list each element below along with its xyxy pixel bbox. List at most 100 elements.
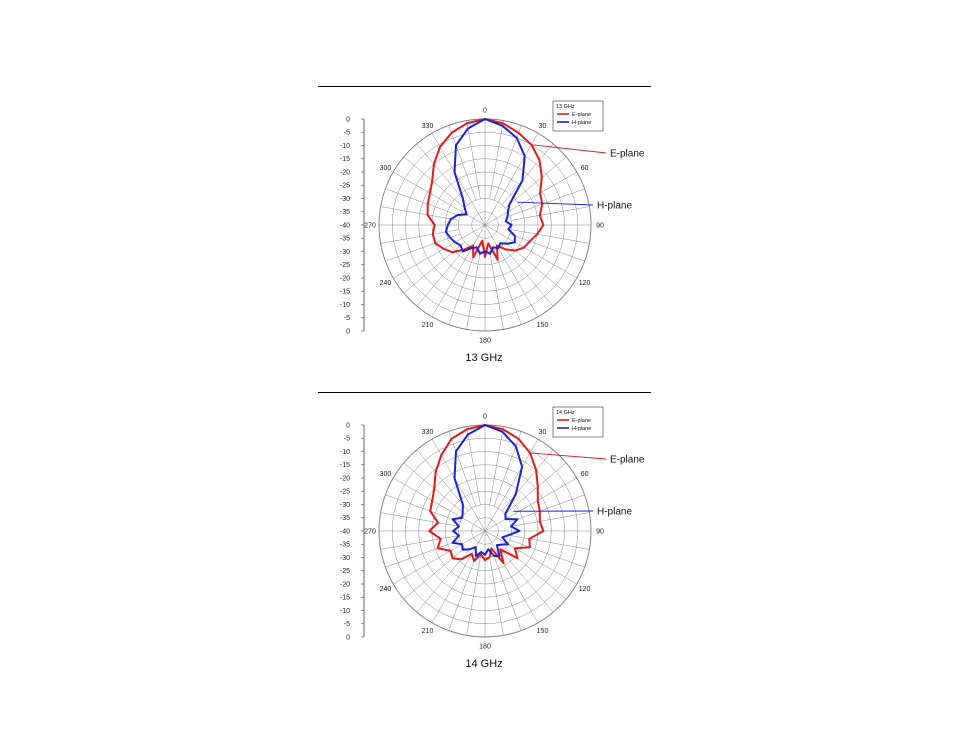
data-point-h-plane (489, 252, 491, 255)
angle-tick-label: 60 (581, 471, 589, 478)
callout-label-e-plane: E-plane (610, 149, 645, 160)
data-point-h-plane (465, 213, 468, 216)
grid-spoke (501, 449, 554, 511)
legend: 14 GHz E-plane H-plane (552, 406, 604, 438)
data-point-e-plane (472, 256, 475, 259)
radial-tick-label: -10 (340, 608, 350, 615)
data-point-e-plane (473, 559, 476, 562)
grid-spoke (393, 530, 486, 585)
radial-tick-label: 0 (346, 422, 350, 429)
data-point-h-plane (447, 224, 449, 226)
angle-tick-label: 330 (422, 429, 434, 436)
angle-tick-label: 120 (579, 280, 591, 287)
grid-spoke (484, 530, 539, 623)
grid-spoke (385, 539, 461, 568)
radial-tick-label: -30 (340, 249, 350, 256)
data-point-e-plane (470, 553, 473, 555)
data-point-h-plane (507, 543, 509, 546)
data-point-e-plane (436, 547, 439, 550)
angle-tick-label: 150 (537, 322, 549, 329)
grid-spoke (511, 535, 590, 550)
grid-spoke (416, 245, 469, 307)
grid-spoke (393, 477, 486, 532)
data-point-e-plane (431, 233, 434, 236)
data-point-e-plane (538, 520, 541, 523)
data-point-h-plane (504, 513, 507, 515)
legend-label: E-plane (572, 418, 591, 424)
chart-panel-14ghz: 0 30 60 90 120 150 180 210 240 270 300 330 0 -5 -10 -15… (318, 392, 654, 682)
data-point-h-plane (467, 433, 469, 436)
data-point-e-plane (428, 530, 431, 532)
angle-tick-label: 30 (539, 123, 547, 130)
grid-spoke (448, 249, 477, 325)
data-point-e-plane (434, 471, 437, 474)
data-point-e-plane (466, 428, 468, 431)
grid-spoke (489, 557, 504, 636)
data-point-h-plane (504, 518, 507, 520)
data-point-e-plane (540, 176, 543, 179)
series-line-e-plane (426, 118, 545, 261)
data-point-h-plane (515, 136, 518, 139)
angle-tick-label: 330 (422, 123, 434, 130)
data-point-h-plane (521, 179, 524, 182)
angle-tick-label: 210 (422, 628, 434, 635)
data-point-e-plane (442, 247, 445, 250)
data-point-e-plane (513, 547, 516, 550)
grid-spoke (431, 224, 486, 317)
radial-tick-label: -10 (340, 143, 350, 150)
data-point-h-plane (514, 445, 517, 448)
grid-spoke (511, 229, 590, 244)
data-point-e-plane (528, 537, 531, 540)
data-point-h-plane (507, 210, 509, 213)
callout-line-h-plane (517, 201, 594, 206)
data-point-h-plane (510, 525, 512, 528)
data-point-e-plane (472, 244, 474, 247)
legend-label: E-plane (572, 112, 591, 118)
data-point-h-plane (492, 246, 495, 249)
data-point-h-plane (461, 516, 463, 519)
callout-line-e-plane (531, 144, 607, 154)
data-point-e-plane (517, 437, 520, 440)
angle-tick-label: 120 (579, 586, 591, 593)
grid-spoke (466, 557, 481, 636)
data-point-e-plane (496, 244, 498, 247)
grid-spoke (448, 555, 477, 631)
radial-tick-label: -30 (340, 502, 350, 509)
data-point-h-plane (470, 247, 473, 249)
data-point-h-plane (479, 252, 481, 255)
data-point-e-plane (539, 192, 541, 195)
legend-title: 13 GHz (556, 104, 575, 110)
data-point-e-plane (499, 548, 502, 551)
data-point-h-plane (453, 171, 456, 174)
angle-tick-label: 270 (364, 223, 376, 230)
data-point-h-plane (458, 525, 460, 528)
data-point-h-plane (461, 250, 464, 253)
data-point-h-plane (468, 548, 471, 551)
data-point-h-plane (510, 224, 513, 226)
data-point-e-plane (502, 122, 504, 125)
data-point-e-plane (451, 251, 454, 254)
data-point-e-plane (433, 163, 435, 165)
data-point-h-plane (480, 550, 483, 553)
grid-spoke (505, 462, 567, 515)
grid-spoke (448, 431, 477, 507)
grid-spoke (484, 477, 577, 532)
radial-tick-label: 0 (346, 634, 350, 641)
grid-spoke (431, 133, 486, 226)
radial-tick-label: -35 (340, 209, 350, 216)
grid-spoke (489, 251, 504, 330)
top-rule (318, 392, 651, 393)
data-point-h-plane (523, 155, 526, 158)
radial-tick-label: -15 (340, 595, 350, 602)
data-point-h-plane (453, 477, 456, 480)
angle-tick-label: 240 (380, 280, 392, 287)
radial-tick-label: -20 (340, 275, 350, 282)
series-line-e-plane (428, 424, 545, 565)
data-point-h-plane (461, 503, 464, 506)
data-point-h-plane (461, 543, 463, 546)
data-point-e-plane (542, 224, 545, 226)
radial-tick-label: -5 (344, 315, 350, 322)
data-point-e-plane (496, 258, 499, 261)
data-point-h-plane (467, 127, 469, 130)
data-point-e-plane (487, 242, 490, 245)
